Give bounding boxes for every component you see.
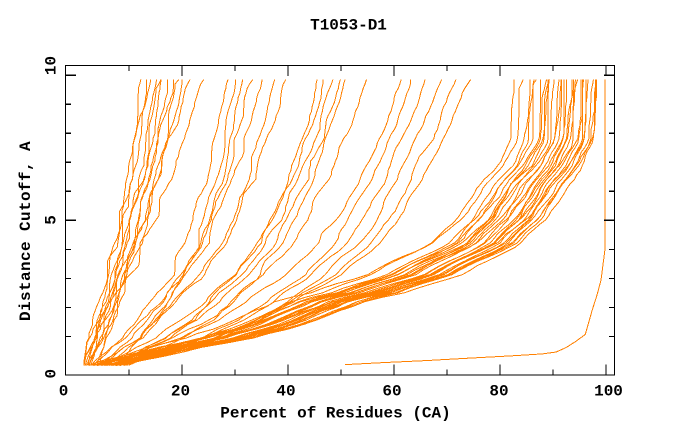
svg-text:10: 10 [43,56,61,75]
svg-text:60: 60 [382,383,401,401]
svg-text:Percent of Residues (CA): Percent of Residues (CA) [220,405,450,423]
svg-text:5: 5 [43,215,61,225]
svg-text:80: 80 [489,383,508,401]
svg-text:20: 20 [171,383,190,401]
svg-text:Distance Cutoff, A: Distance Cutoff, A [17,141,35,321]
svg-text:T1053-D1: T1053-D1 [310,17,387,35]
svg-text:40: 40 [276,383,295,401]
svg-text:0: 0 [59,383,69,401]
svg-text:100: 100 [594,383,623,401]
svg-text:0: 0 [43,369,61,379]
